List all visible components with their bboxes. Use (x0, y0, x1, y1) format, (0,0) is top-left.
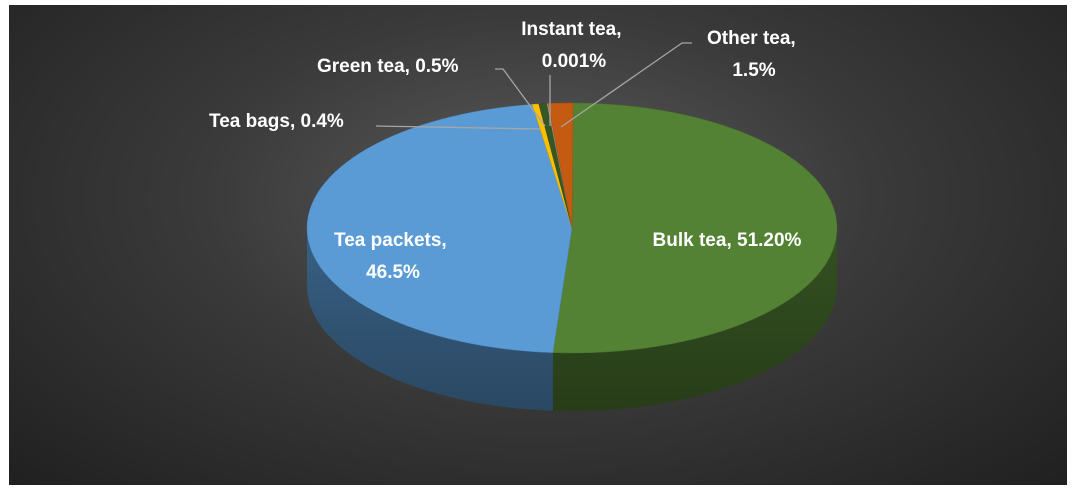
leader-line-green-tea (495, 68, 546, 127)
slice-label-bulk-tea: Bulk tea, 51.20% (653, 230, 802, 251)
leader-line-other-tea (560, 42, 692, 128)
slice-label-tea-bags: Tea bags, 0.4% (209, 111, 344, 132)
slice-other-tea (547, 102, 574, 229)
data-labels: Bulk tea, 51.20% Tea packets, 46.5% Tea … (209, 19, 802, 283)
slice-label-green-tea: Green tea, 0.5% (317, 56, 459, 77)
slice-side-shade-tea-packets (307, 228, 553, 411)
pie-sides (307, 228, 837, 411)
chart-area: Bulk tea, 51.20% Tea packets, 46.5% Tea … (9, 5, 1067, 485)
slice-tea-packets (306, 104, 573, 353)
slice-side-shade-bulk-tea (552, 228, 837, 411)
leader-lines (375, 42, 692, 130)
slice-bulk-tea (552, 102, 838, 354)
pie-chart: Bulk tea, 51.20% Tea packets, 46.5% Tea … (209, 19, 838, 411)
pie-slices (306, 102, 838, 354)
slice-label-instant-tea: Instant tea, 0.001% (521, 19, 627, 72)
slice-label-other-tea: Other tea, 1.5% (707, 28, 801, 81)
slice-label-tea-packets: Tea packets, 46.5% (334, 230, 452, 283)
leader-line-tea-bags (375, 125, 541, 130)
